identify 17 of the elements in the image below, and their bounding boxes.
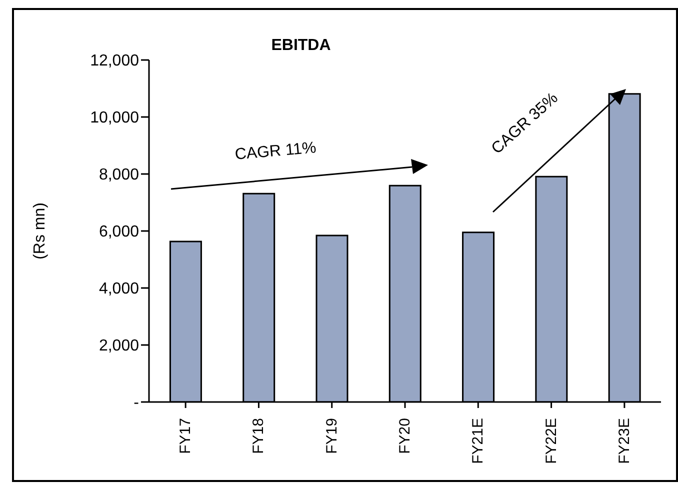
chart-title: EBITDA — [271, 37, 332, 54]
y-tick-label: 12,000 — [90, 52, 140, 70]
x-tick-label: FY17 — [177, 418, 194, 454]
y-tick-label: 4,000 — [98, 280, 140, 298]
x-tick-label: FY23E — [616, 418, 633, 464]
x-tick-label: FY18 — [250, 418, 268, 454]
y-tick-label: 2,000 — [98, 338, 140, 355]
annotation: CAGR 11% — [234, 139, 317, 164]
y-axis-title: (Rs mn) — [32, 202, 49, 260]
y-tick-label: 10,000 — [90, 110, 140, 127]
x-tick-label: FY22E — [542, 418, 560, 464]
y-tick-label: - — [134, 394, 139, 412]
x-tick-label: FY19 — [323, 418, 340, 454]
x-tick-label: FY21E — [470, 418, 487, 464]
x-tick-label: FY20 — [396, 418, 414, 454]
y-tick-label: 6,000 — [98, 224, 140, 241]
y-tick-label: 8,000 — [98, 166, 140, 184]
